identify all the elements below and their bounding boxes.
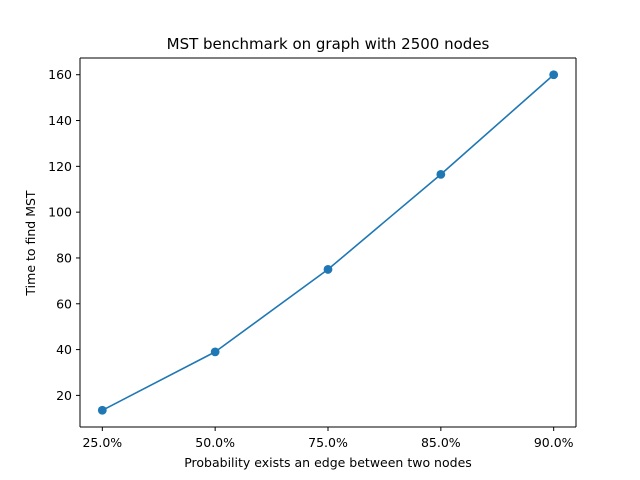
chart-title: MST benchmark on graph with 2500 nodes — [167, 35, 490, 53]
data-point — [97, 405, 107, 415]
axis-ticks: 25.0% 50.0% 75.0% 85.0% 90.0% 20 40 60 80 100 120 1… — [48, 67, 574, 450]
y-tick-label: 160 — [48, 67, 72, 82]
x-axis-title: Probability exists an edge between two n… — [184, 455, 472, 470]
x-tick-label: 85.0% — [421, 435, 461, 450]
data-point — [549, 70, 559, 80]
data-point — [323, 265, 333, 274]
axes-frame — [79, 57, 577, 428]
x-tick-label: 75.0% — [308, 435, 348, 450]
y-tick-label: 140 — [48, 113, 72, 128]
data-point — [436, 169, 446, 179]
plot-area — [80, 58, 576, 427]
y-tick-label: 100 — [48, 205, 72, 220]
data-point — [210, 347, 220, 357]
x-tick-label: 25.0% — [82, 435, 122, 450]
x-tick-label: 90.0% — [534, 435, 574, 450]
y-tick-label: 80 — [56, 250, 72, 265]
y-tick-label: 20 — [56, 388, 72, 403]
y-tick-label: 120 — [48, 159, 72, 174]
x-tick-label: 50.0% — [195, 435, 235, 450]
y-axis-title: Time to find MST — [23, 190, 38, 297]
y-tick-label: 40 — [56, 342, 72, 357]
series-group — [97, 70, 559, 415]
y-tick-label: 60 — [56, 296, 72, 311]
